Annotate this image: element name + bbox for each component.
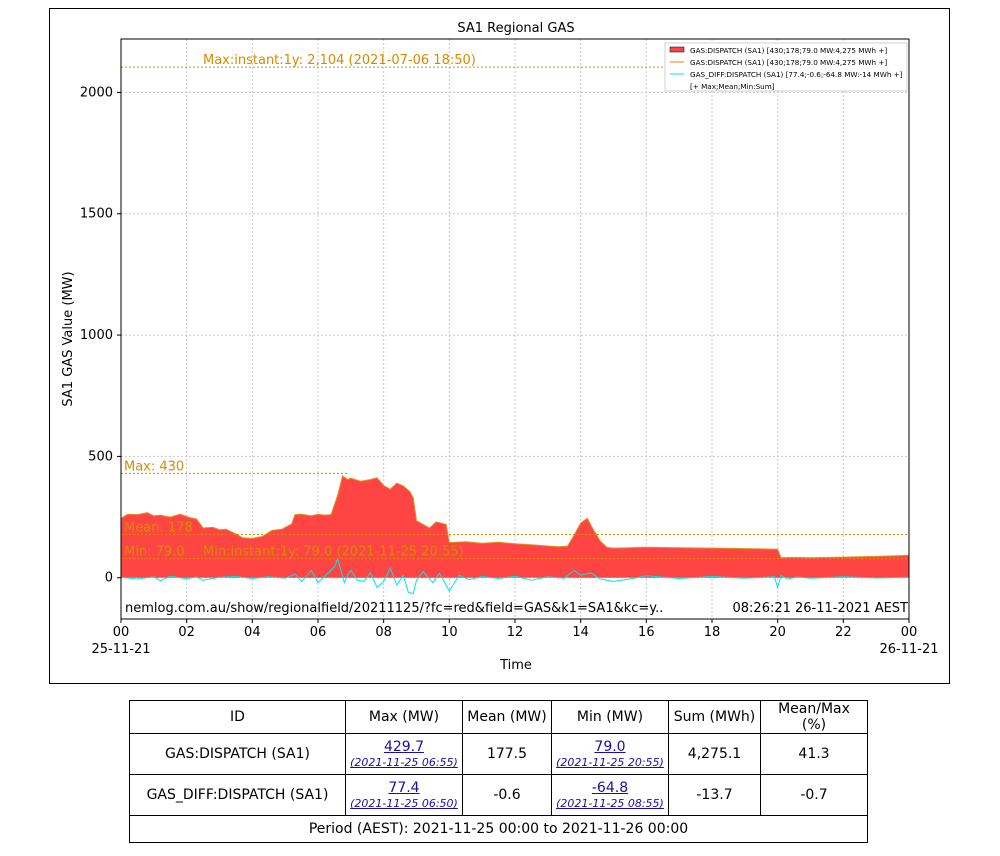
series-layer bbox=[120, 474, 910, 595]
min-cell: -64.8 (2021-11-25 08:55) bbox=[551, 774, 669, 816]
x-tick-label: 18 bbox=[704, 625, 721, 640]
table-row: GAS:DISPATCH (SA1) 429.7 (2021-11-25 06:… bbox=[129, 733, 868, 775]
x-tick-label: 00 bbox=[901, 625, 918, 640]
legend-box bbox=[664, 42, 908, 92]
chart-frame: Max:instant:1y: 2,104 (2021-07-06 18:50)… bbox=[49, 8, 950, 684]
x-tick-label: 04 bbox=[244, 625, 261, 640]
header-mean: Mean (MW) bbox=[462, 700, 552, 734]
y-tick-label: 0 bbox=[105, 571, 113, 586]
x-tick-label: 22 bbox=[835, 625, 852, 640]
y-axis-label: SA1 GAS Value (MW) bbox=[61, 271, 76, 406]
period-text: Period (AEST): 2021-11-25 00:00 to 2021-… bbox=[129, 815, 868, 843]
mean-cell: 177.5 bbox=[462, 733, 552, 775]
min-time-link[interactable]: (2021-11-25 08:55) bbox=[556, 797, 664, 810]
x-date-label: 25-11-21 bbox=[91, 642, 150, 657]
legend-label: GAS_DIFF:DISPATCH (SA1) [77.4;-0.6;-64.8… bbox=[690, 70, 903, 79]
header-ratio: Mean/Max (%) bbox=[760, 700, 868, 734]
min-cell: 79.0 (2021-11-25 20:55) bbox=[551, 733, 669, 775]
min-value-link[interactable]: -64.8 bbox=[591, 780, 629, 796]
header-sum: Sum (MWh) bbox=[668, 700, 761, 734]
mean-cell: -0.6 bbox=[462, 774, 552, 816]
x-tick-label: 10 bbox=[441, 625, 458, 640]
max-value-link[interactable]: 77.4 bbox=[388, 780, 420, 796]
sum-cell: -13.7 bbox=[668, 774, 761, 816]
row-id: GAS_DIFF:DISPATCH (SA1) bbox=[129, 774, 346, 816]
x-tick-label: 06 bbox=[310, 625, 327, 640]
reference-lines: Max:instant:1y: 2,104 (2021-07-06 18:50)… bbox=[121, 53, 909, 560]
max-cell: 429.7 (2021-11-25 06:55) bbox=[345, 733, 463, 775]
ratio-cell: -0.7 bbox=[760, 774, 868, 816]
reference-label: Max: 430 bbox=[124, 459, 184, 474]
y-tick-label: 1500 bbox=[80, 207, 113, 222]
y-tick-label: 500 bbox=[88, 449, 113, 464]
period-row: Period (AEST): 2021-11-25 00:00 to 2021-… bbox=[129, 815, 868, 843]
reference-label: Max:instant:1y: 2,104 (2021-07-06 18:50) bbox=[203, 53, 476, 68]
legend-label: GAS:DISPATCH (SA1) [430;178;79.0 MW:4,27… bbox=[690, 46, 887, 55]
y-tick-label: 1000 bbox=[80, 328, 113, 343]
reference-label: Min: 79.0 bbox=[124, 545, 185, 560]
table-row: GAS_DIFF:DISPATCH (SA1) 77.4 (2021-11-25… bbox=[129, 774, 868, 816]
stats-table: ID Max (MW) Mean (MW) Min (MW) Sum (MWh)… bbox=[129, 700, 868, 843]
x-tick-label: 00 bbox=[113, 625, 130, 640]
max-value-link[interactable]: 429.7 bbox=[383, 739, 425, 755]
legend-label: GAS:DISPATCH (SA1) [430;178;79.0 MW:4,27… bbox=[690, 58, 887, 67]
footer-url: nemlog.com.au/show/regionalfield/2021112… bbox=[125, 601, 663, 616]
header-id: ID bbox=[129, 700, 346, 734]
header-min: Min (MW) bbox=[551, 700, 669, 734]
reference-label: Mean: 178 bbox=[124, 521, 193, 536]
footer-timestamp: 08:26:21 26-11-2021 AEST bbox=[733, 601, 909, 616]
min-instant-label: Min:instant:1y: 79.0 (2021-11-25 20:55) bbox=[203, 545, 464, 560]
y-tick-label: 2000 bbox=[80, 85, 113, 100]
min-value-link[interactable]: 79.0 bbox=[594, 739, 626, 755]
header-max: Max (MW) bbox=[345, 700, 463, 734]
max-cell: 77.4 (2021-11-25 06:50) bbox=[345, 774, 463, 816]
ratio-cell: 41.3 bbox=[760, 733, 868, 775]
x-tick-label: 12 bbox=[507, 625, 524, 640]
grid-layer bbox=[120, 39, 910, 619]
max-time-link[interactable]: (2021-11-25 06:50) bbox=[350, 797, 458, 810]
x-date-label: 26-11-21 bbox=[879, 642, 938, 657]
x-tick-label: 08 bbox=[375, 625, 392, 640]
x-tick-label: 16 bbox=[638, 625, 655, 640]
legend: GAS:DISPATCH (SA1) [430;178;79.0 MW:4,27… bbox=[664, 42, 908, 92]
dispatch-line bbox=[120, 474, 910, 559]
dispatch-area bbox=[121, 475, 909, 578]
x-axis-label: Time bbox=[499, 658, 532, 673]
x-tick-label: 02 bbox=[178, 625, 195, 640]
x-tick-label: 14 bbox=[572, 625, 589, 640]
table-header-row: ID Max (MW) Mean (MW) Min (MW) Sum (MWh)… bbox=[129, 700, 868, 734]
chart-title: SA1 Regional GAS bbox=[457, 21, 574, 36]
sum-cell: 4,275.1 bbox=[668, 733, 761, 775]
legend-swatch bbox=[669, 46, 685, 53]
legend-label: [+ Max;Mean;Min:Sum] bbox=[690, 82, 775, 91]
max-time-link[interactable]: (2021-11-25 06:55) bbox=[350, 756, 458, 769]
chart: Max:instant:1y: 2,104 (2021-07-06 18:50)… bbox=[61, 21, 939, 673]
row-id: GAS:DISPATCH (SA1) bbox=[129, 733, 346, 775]
min-time-link[interactable]: (2021-11-25 20:55) bbox=[556, 756, 664, 769]
diff-line bbox=[120, 557, 910, 595]
axes: 0 500 1000 1500 2000 00 02 04 06 08 10 12 14 16 18 20 22… bbox=[80, 38, 939, 657]
x-tick-label: 20 bbox=[769, 625, 786, 640]
